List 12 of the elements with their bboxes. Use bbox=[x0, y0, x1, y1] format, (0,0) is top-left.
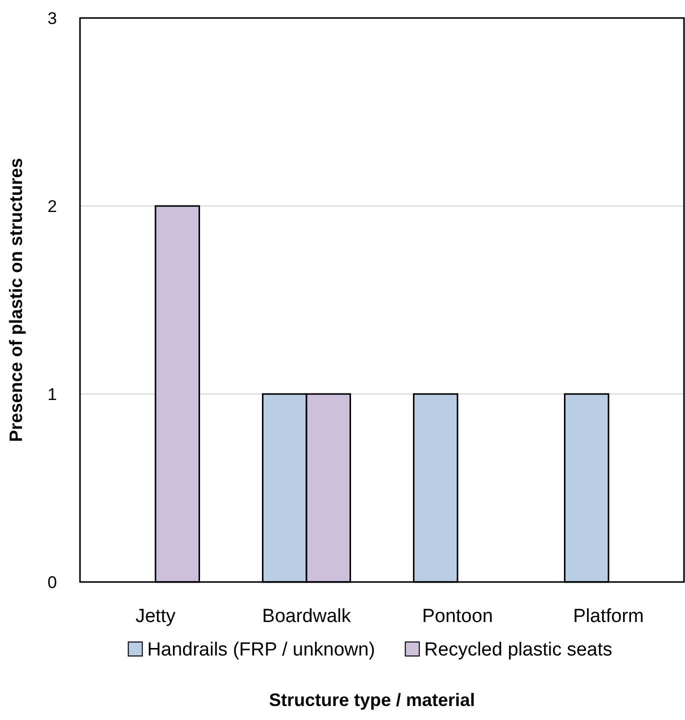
x-tick-label: Boardwalk bbox=[262, 606, 352, 627]
y-tick-label: 1 bbox=[48, 384, 57, 404]
legend-label: Recycled plastic seats bbox=[424, 640, 612, 661]
y-tick-label: 3 bbox=[48, 8, 57, 28]
legend-label: Handrails (FRP / unknown) bbox=[147, 640, 376, 661]
y-axis-title: Presence of plastic on structures bbox=[6, 158, 26, 442]
x-axis-title: Structure type / material bbox=[268, 690, 476, 710]
y-tick-label: 0 bbox=[48, 572, 57, 592]
y-tick-label: 2 bbox=[48, 196, 57, 216]
x-tick-label: Pontoon bbox=[422, 606, 493, 627]
x-tick-label: Platform bbox=[573, 606, 644, 627]
x-tick-label: Jetty bbox=[135, 606, 176, 627]
